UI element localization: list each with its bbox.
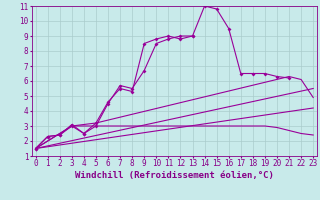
X-axis label: Windchill (Refroidissement éolien,°C): Windchill (Refroidissement éolien,°C)	[75, 171, 274, 180]
